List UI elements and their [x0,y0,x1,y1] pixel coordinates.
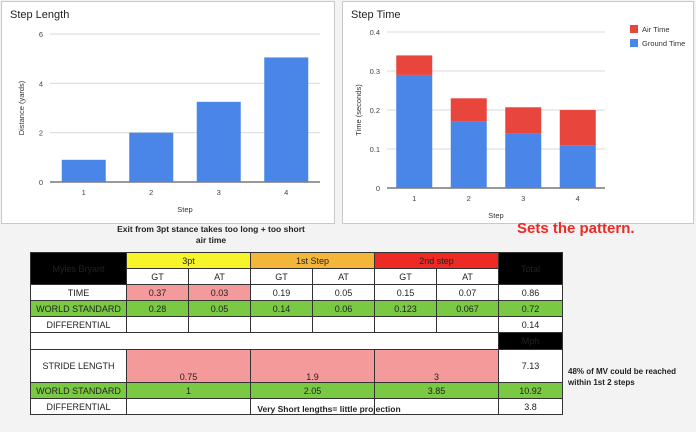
table-cell: 0.03 [188,284,251,301]
mph-header: Mph [498,332,563,350]
y-tick-label: 2 [39,129,43,138]
bar [129,132,174,182]
bar [264,57,309,182]
total-header: Total [498,252,563,285]
x-tick-label: 3 [217,188,221,197]
subhead: AT [436,268,499,285]
y-axis-label: Time (seconds) [354,84,363,136]
table-cell: 0.14 [250,300,313,317]
table-cell: 0.06 [312,300,375,317]
x-tick-label: 4 [284,188,288,197]
table-cell: 0.37 [126,284,189,301]
subhead: GT [250,268,313,285]
total-cell: 0.86 [498,284,563,301]
bar-segment [505,133,542,188]
table-cell: 0.067 [436,300,499,317]
y-axis-label: Distance (yards) [17,80,26,135]
total-cell: 7.13 [498,349,563,383]
x-tick-label: 1 [412,194,416,203]
subhead: GT [126,268,189,285]
bar-segment [450,121,487,188]
step-time-chart-panel: Step Time 0 0.1 0.2 0.3 0.4 1 2 3 4 Step Time (sec… [342,1,694,224]
step-time-chart: 0 0.1 0.2 0.3 0.4 1 2 3 4 Step Time (seconds) Air T… [354,25,685,220]
table-cell: 0.05 [312,284,375,301]
bar-segment [450,98,487,122]
x-axis-label: Step [488,211,503,220]
table-cell: 2.05 [250,382,375,399]
total-cell: 3.8 [498,398,563,415]
y-tick-label: 0.3 [370,67,380,76]
bar-segment [559,110,596,146]
group-header: 2nd step [374,252,499,269]
bar [61,159,106,182]
table-cell: 0.19 [250,284,313,301]
table-cell: 0.07 [436,284,499,301]
row-label: WORLD STANDARD [30,300,127,317]
legend-label: Ground Time [642,39,685,48]
table-cell: 0.28 [126,300,189,317]
table-cell: 0.75 [126,349,251,383]
side-note: 48% of MV could be reached within 1st 2 … [568,367,677,387]
top-note: Exit from 3pt stance takes too long + to… [117,224,305,245]
bar [196,101,241,182]
step-length-chart-panel: Step Length 0 2 4 6 1 2 3 4 Step Distance (yards) [1,1,335,224]
total-cell: 0.72 [498,300,563,317]
x-tick-label: 3 [521,194,525,203]
legend-swatch [630,39,638,47]
table-cell: 0.05 [188,300,251,317]
y-tick-label: 6 [39,30,43,39]
row-label: STRIDE LENGTH [30,349,127,383]
legend-label: Air Time [642,25,670,34]
table-cell: 1 [126,382,251,399]
y-tick-label: 4 [39,79,43,88]
y-tick-label: 0.4 [370,28,380,37]
row-label: WORLD STANDARD [30,382,127,399]
legend-swatch [630,25,638,33]
player-name: Myles Bryant [30,252,127,285]
row-label: TIME [30,284,127,301]
x-tick-label: 1 [82,188,86,197]
x-tick-label: 2 [467,194,471,203]
total-cell: 10.92 [498,382,563,399]
y-tick-label: 0.1 [370,145,380,154]
x-axis-label: Step [177,205,192,214]
group-header: 3pt [126,252,251,269]
bar-segment [505,107,542,134]
x-tick-label: 4 [576,194,580,203]
y-tick-label: 0 [39,178,43,187]
bar-segment [396,74,433,188]
table-cell: 1.9 [250,349,375,383]
total-cell: 0.14 [498,316,563,333]
subhead: AT [188,268,251,285]
x-tick-label: 2 [149,188,153,197]
y-tick-label: 0 [376,184,380,193]
subhead: AT [312,268,375,285]
stats-table: Myles Bryant 3pt 1st Step 2nd step Total… [30,252,563,415]
bottom-note: Very Short lengths= little projection [257,404,401,414]
table-cell: 0.15 [374,284,437,301]
table-cell: 3 [374,349,499,383]
y-tick-label: 0.2 [370,106,380,115]
chart-title: Step Time [351,9,401,21]
chart-title: Step Length [10,9,70,21]
table-cell: 0.123 [374,300,437,317]
subhead: GT [374,268,437,285]
pattern-note: Sets the pattern. [517,220,635,237]
table-cell: 3.85 [374,382,499,399]
bar-segment [559,145,596,188]
step-length-chart: 0 2 4 6 1 2 3 4 Step Distance (yards) [17,30,320,214]
group-header: 1st Step [250,252,375,269]
row-label: DIFFERENTIAL [30,316,127,333]
row-label: DIFFERENTIAL [30,398,127,415]
bar-segment [396,55,433,75]
